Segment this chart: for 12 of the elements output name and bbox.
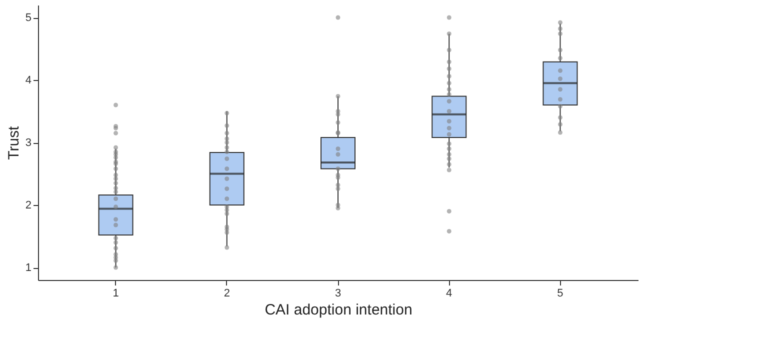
x-tick-label: 1 — [112, 288, 119, 300]
y-tick-label: 2 — [25, 200, 32, 212]
y-tick-label: 1 — [25, 262, 32, 274]
y-axis-title: Trust — [5, 125, 22, 160]
x-axis-title: CAI adoption intention — [264, 302, 412, 318]
y-tick-label: 3 — [25, 137, 32, 149]
x-tick-label: 3 — [334, 288, 342, 300]
x-tick-label: 5 — [557, 288, 564, 300]
x-tick-label: 2 — [224, 288, 230, 300]
y-tick-label: 4 — [25, 74, 32, 86]
x-tick-label: 4 — [446, 288, 452, 300]
y-tick-label: 5 — [25, 12, 32, 24]
